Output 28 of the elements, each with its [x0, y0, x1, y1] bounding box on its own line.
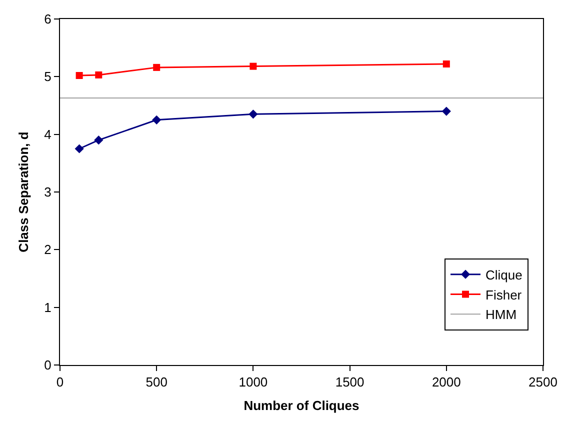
point	[248, 110, 258, 119]
x-tick-label: 1000	[238, 374, 268, 390]
legend-label: Fisher	[486, 287, 522, 302]
point	[152, 115, 162, 124]
x-tick-label: 2500	[528, 374, 558, 390]
point	[74, 144, 84, 154]
x-tick-label: 1500	[335, 374, 364, 390]
y-tick-label: 1	[44, 300, 52, 315]
point	[250, 62, 257, 70]
y-tick-label: 5	[44, 69, 52, 84]
x-tick-label: 0	[56, 374, 64, 390]
y-axis-title: Class Separation, d	[16, 132, 32, 252]
legend-label: HMM	[486, 307, 517, 322]
x-axis-title: Number of Cliques	[244, 398, 360, 414]
y-tick-label: 2	[44, 242, 52, 258]
y-tick-label: 3	[44, 184, 52, 200]
y-tick-label: 4	[44, 126, 52, 142]
point	[76, 72, 83, 80]
point	[94, 136, 104, 145]
point	[153, 64, 160, 71]
point	[442, 106, 451, 116]
point	[95, 71, 102, 78]
point	[442, 60, 450, 68]
x-tick-label: 2000	[432, 374, 461, 390]
y-tick-label: 6	[44, 12, 52, 27]
x-tick-label: 500	[146, 374, 168, 390]
y-tick-label: 0	[44, 358, 52, 373]
legend-label: Clique	[486, 267, 522, 282]
